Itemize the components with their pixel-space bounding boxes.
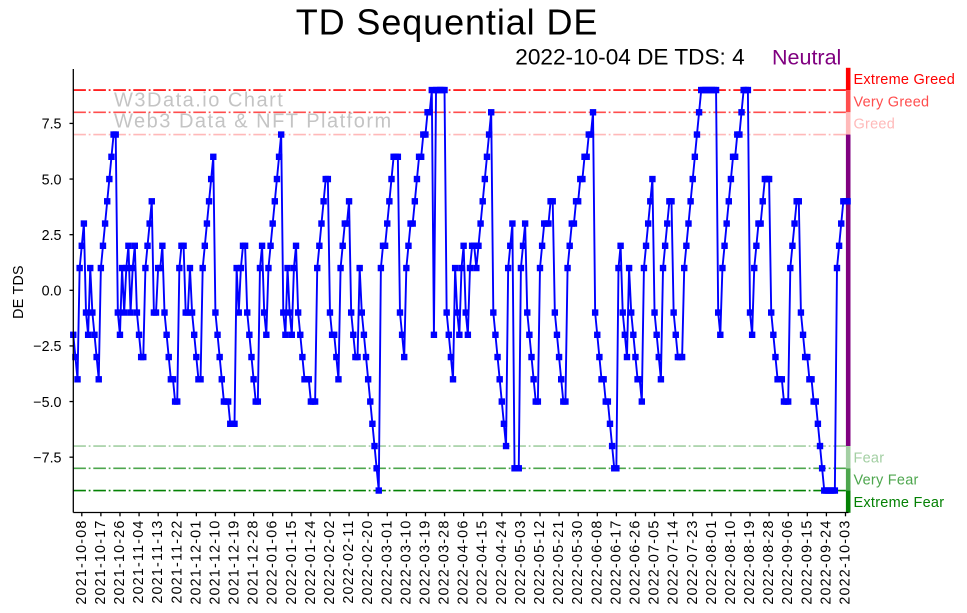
svg-text:7.5: 7.5 — [42, 117, 62, 133]
svg-text:2021-11-04: 2021-11-04 — [131, 520, 147, 604]
svg-text:Very Fear: Very Fear — [854, 473, 919, 489]
svg-text:2022-06-17: 2022-06-17 — [608, 520, 624, 605]
svg-text:5.0: 5.0 — [42, 172, 62, 188]
svg-text:2022-07-14: 2022-07-14 — [666, 520, 682, 605]
svg-text:2022-04-24: 2022-04-24 — [494, 520, 510, 605]
svg-text:2021-11-13: 2021-11-13 — [150, 520, 166, 604]
svg-text:2021-10-08: 2021-10-08 — [74, 520, 90, 605]
svg-text:Extreme Fear: Extreme Fear — [854, 495, 945, 511]
svg-text:2022-08-10: 2022-08-10 — [723, 520, 739, 605]
svg-text:2022-03-28: 2022-03-28 — [437, 520, 453, 605]
svg-text:2022-09-24: 2022-09-24 — [818, 520, 834, 605]
svg-text:2022-02-20: 2022-02-20 — [360, 520, 376, 605]
svg-text:2022-10-03: 2022-10-03 — [837, 520, 853, 605]
svg-text:W3Data.io Chart: W3Data.io Chart — [114, 89, 284, 111]
svg-text:2022-01-15: 2022-01-15 — [284, 520, 300, 605]
svg-text:2022-01-24: 2022-01-24 — [303, 520, 319, 605]
svg-text:2022-02-02: 2022-02-02 — [322, 520, 338, 605]
svg-text:DE TDS: DE TDS — [11, 265, 27, 319]
svg-text:2022-07-23: 2022-07-23 — [685, 520, 701, 605]
svg-text:2022-09-15: 2022-09-15 — [799, 520, 815, 605]
svg-text:2021-12-19: 2021-12-19 — [227, 520, 243, 605]
svg-text:2021-12-28: 2021-12-28 — [246, 520, 262, 605]
svg-text:2.5: 2.5 — [42, 228, 62, 244]
svg-text:Very Greed: Very Greed — [854, 94, 930, 110]
svg-text:2022-05-12: 2022-05-12 — [532, 520, 548, 605]
svg-text:2022-03-01: 2022-03-01 — [379, 520, 395, 605]
svg-text:2022-04-15: 2022-04-15 — [475, 520, 491, 605]
svg-text:2022-08-19: 2022-08-19 — [742, 520, 758, 605]
svg-text:2021-10-26: 2021-10-26 — [112, 520, 128, 605]
svg-text:Extreme Greed: Extreme Greed — [854, 72, 956, 88]
svg-text:2022-10-04 DE TDS: 4: 2022-10-04 DE TDS: 4 — [515, 45, 744, 70]
svg-text:2022-05-30: 2022-05-30 — [570, 520, 586, 605]
svg-text:2021-12-10: 2021-12-10 — [207, 520, 223, 605]
svg-text:Web3 Data & NFT Platform: Web3 Data & NFT Platform — [114, 110, 393, 132]
svg-text:2021-11-22: 2021-11-22 — [169, 520, 185, 604]
svg-text:2021-10-17: 2021-10-17 — [93, 520, 109, 605]
svg-text:−5.0: −5.0 — [33, 395, 61, 411]
svg-text:2022-05-21: 2022-05-21 — [551, 520, 567, 605]
svg-text:2022-03-10: 2022-03-10 — [398, 520, 414, 605]
svg-text:−7.5: −7.5 — [33, 450, 61, 466]
svg-text:2022-01-06: 2022-01-06 — [265, 520, 281, 605]
svg-text:2022-09-06: 2022-09-06 — [780, 520, 796, 605]
svg-text:Neutral: Neutral — [772, 46, 841, 70]
svg-text:2022-08-01: 2022-08-01 — [704, 520, 720, 605]
svg-text:2022-03-19: 2022-03-19 — [417, 520, 433, 605]
svg-text:2022-07-05: 2022-07-05 — [647, 520, 663, 605]
svg-text:2022-04-06: 2022-04-06 — [456, 520, 472, 605]
svg-text:Greed: Greed — [854, 117, 896, 133]
svg-text:−2.5: −2.5 — [33, 339, 61, 355]
svg-text:2022-08-28: 2022-08-28 — [761, 520, 777, 605]
svg-text:2022-06-08: 2022-06-08 — [589, 520, 605, 605]
svg-text:2022-05-03: 2022-05-03 — [513, 520, 529, 605]
svg-text:2021-12-01: 2021-12-01 — [188, 520, 204, 605]
svg-text:2022-06-26: 2022-06-26 — [627, 520, 643, 605]
svg-text:0.0: 0.0 — [42, 284, 62, 300]
svg-text:Fear: Fear — [854, 450, 885, 466]
svg-text:2022-02-11: 2022-02-11 — [341, 520, 357, 604]
svg-text:TD Sequential DE: TD Sequential DE — [296, 2, 599, 43]
